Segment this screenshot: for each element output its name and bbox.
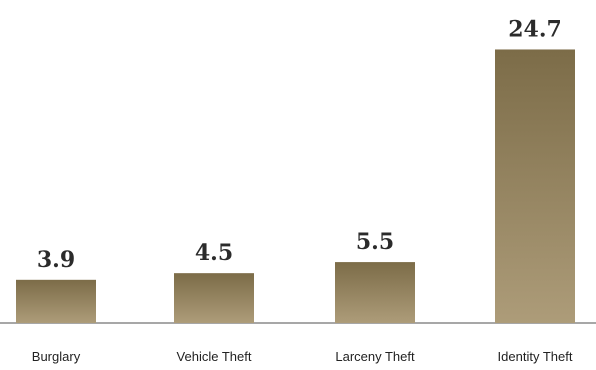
category-label-identity-theft: Identity Theft bbox=[498, 349, 573, 364]
bars-group bbox=[16, 49, 575, 324]
bar-burglary bbox=[16, 279, 96, 323]
value-label-vehicle-theft: 4.5 bbox=[195, 240, 233, 266]
value-label-identity-theft: 24.7 bbox=[508, 16, 562, 42]
category-label-vehicle-theft: Vehicle Theft bbox=[177, 349, 252, 364]
category-labels-group: Burglary Vehicle Theft Larceny Theft Identi… bbox=[32, 349, 573, 364]
value-label-burglary: 3.9 bbox=[37, 247, 75, 273]
bar-identity-theft bbox=[495, 49, 575, 324]
category-label-burglary: Burglary bbox=[32, 349, 81, 364]
bar-vehicle-theft bbox=[174, 273, 254, 323]
value-labels-group: 3.9 4.5 5.5 24.7 bbox=[37, 16, 562, 272]
bar-larceny-theft bbox=[335, 262, 415, 323]
value-label-larceny-theft: 5.5 bbox=[356, 229, 394, 255]
category-label-larceny-theft: Larceny Theft bbox=[335, 349, 415, 364]
